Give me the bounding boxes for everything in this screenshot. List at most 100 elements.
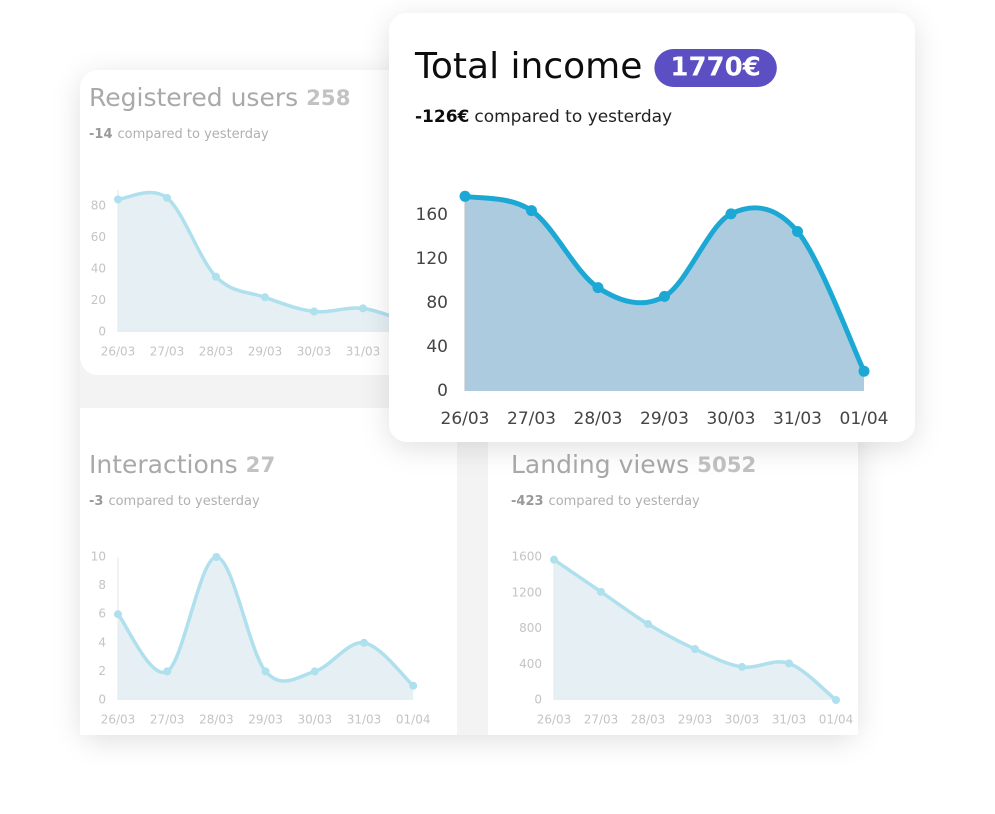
x-tick-label: 26/03: [441, 409, 490, 429]
y-tick-label: 2: [98, 664, 106, 678]
x-tick-label: 30/03: [725, 713, 760, 727]
area: [118, 557, 414, 700]
data-point: [261, 667, 270, 676]
y-tick-label: 40: [91, 261, 106, 275]
x-tick-label: 29/03: [640, 409, 689, 429]
data-point: [592, 282, 604, 294]
y-tick-label: 6: [98, 607, 106, 621]
card-title: Registered users 258: [89, 83, 351, 112]
data-point: [785, 659, 793, 668]
y-tick-label: 0: [534, 693, 542, 707]
change-text: compared to yesterday: [474, 107, 672, 127]
y-tick-label: 10: [91, 550, 106, 564]
data-point: [526, 205, 537, 217]
x-tick-label: 29/03: [248, 713, 283, 727]
card: Registered users 258 -14 compared to yester…: [80, 70, 440, 375]
x-tick-label: 31/03: [346, 345, 381, 359]
data-point: [310, 667, 319, 676]
y-tick-label: 0: [437, 381, 448, 401]
data-point: [858, 365, 870, 377]
y-tick-label: 60: [91, 230, 106, 244]
data-point: [114, 610, 122, 619]
data-point: [459, 190, 471, 202]
y-tick-label: 80: [426, 293, 448, 313]
data-point: [359, 304, 367, 313]
data-point: [550, 555, 558, 564]
title-text: Registered users: [89, 83, 298, 112]
data-point: [261, 293, 269, 302]
change-text: compared to yesterday: [108, 494, 260, 509]
change-line: -423 compared to yesterday: [511, 494, 700, 509]
data-point: [792, 226, 803, 237]
y-tick-label: 1200: [511, 585, 542, 599]
change-value: -126€: [415, 107, 469, 127]
total-value: 258: [306, 86, 350, 111]
x-tick-label: 30/03: [707, 409, 756, 429]
y-tick-label: 120: [416, 249, 448, 269]
area: [465, 196, 864, 391]
data-point: [409, 681, 418, 690]
card-title: Interactions 27: [89, 450, 275, 479]
x-tick-label: 27/03: [150, 345, 185, 359]
card: Interactions 27 -3 compared to yesterday 0 2 4…: [80, 408, 457, 735]
title-text: Landing views: [511, 450, 689, 479]
data-point: [310, 307, 318, 316]
change-value: -3: [89, 494, 103, 509]
x-tick-label: 28/03: [574, 409, 623, 429]
change-line: -14 compared to yesterday: [89, 127, 269, 142]
data-point: [114, 195, 122, 204]
x-tick-label: 28/03: [199, 713, 234, 727]
y-tick-label: 80: [91, 198, 106, 212]
x-tick-label: 26/03: [537, 713, 572, 727]
x-tick-label: 27/03: [584, 713, 619, 727]
data-point: [212, 272, 220, 281]
x-tick-label: 31/03: [772, 713, 807, 727]
data-point: [659, 290, 670, 302]
total-badge-value: 1770€: [670, 53, 760, 83]
x-tick-label: 27/03: [150, 713, 185, 727]
data-point: [212, 553, 221, 561]
data-point: [360, 638, 368, 647]
data-point: [597, 587, 605, 596]
data-point: [738, 662, 746, 671]
title-text: Total income: [414, 46, 642, 87]
card: Total income 1770€ -126€ compared to yester…: [389, 13, 915, 442]
data-point: [832, 696, 840, 704]
change-value: -14: [89, 127, 113, 142]
data-point: [163, 667, 172, 676]
x-tick-label: 01/04: [819, 713, 854, 727]
y-tick-label: 0: [98, 325, 106, 339]
y-tick-label: 8: [98, 578, 106, 592]
y-tick-label: 800: [519, 621, 542, 635]
x-tick-label: 31/03: [347, 713, 382, 727]
y-tick-label: 40: [426, 337, 448, 357]
x-tick-label: 27/03: [507, 409, 556, 429]
data-point: [691, 645, 699, 654]
y-tick-label: 4: [98, 635, 106, 649]
x-tick-label: 31/03: [773, 409, 822, 429]
x-tick-label: 26/03: [101, 713, 136, 727]
total-badge: [654, 49, 777, 87]
card-title: Total income: [414, 46, 642, 87]
x-tick-label: 26/03: [101, 345, 136, 359]
area: [118, 192, 412, 332]
total-value: 27: [246, 453, 276, 478]
y-tick-label: 0: [98, 693, 106, 707]
data-point: [163, 193, 171, 202]
y-tick-label: 1600: [511, 550, 542, 564]
total-value: 5052: [697, 453, 756, 478]
data-point: [725, 208, 737, 220]
y-tick-label: 20: [91, 293, 106, 307]
x-tick-label: 01/04: [840, 409, 889, 429]
change-value: -423: [511, 494, 544, 509]
x-tick-label: 29/03: [678, 713, 713, 727]
change-line: -126€ compared to yesterday: [415, 107, 672, 127]
card-title: Landing views 5052: [511, 450, 756, 479]
y-tick-label: 160: [416, 205, 448, 225]
x-tick-label: 28/03: [199, 345, 234, 359]
x-tick-label: 30/03: [298, 713, 333, 727]
x-tick-label: 01/04: [396, 713, 431, 727]
title-text: Interactions: [89, 450, 238, 479]
card: Landing views 5052 -423 compared to yesterd…: [488, 408, 858, 735]
